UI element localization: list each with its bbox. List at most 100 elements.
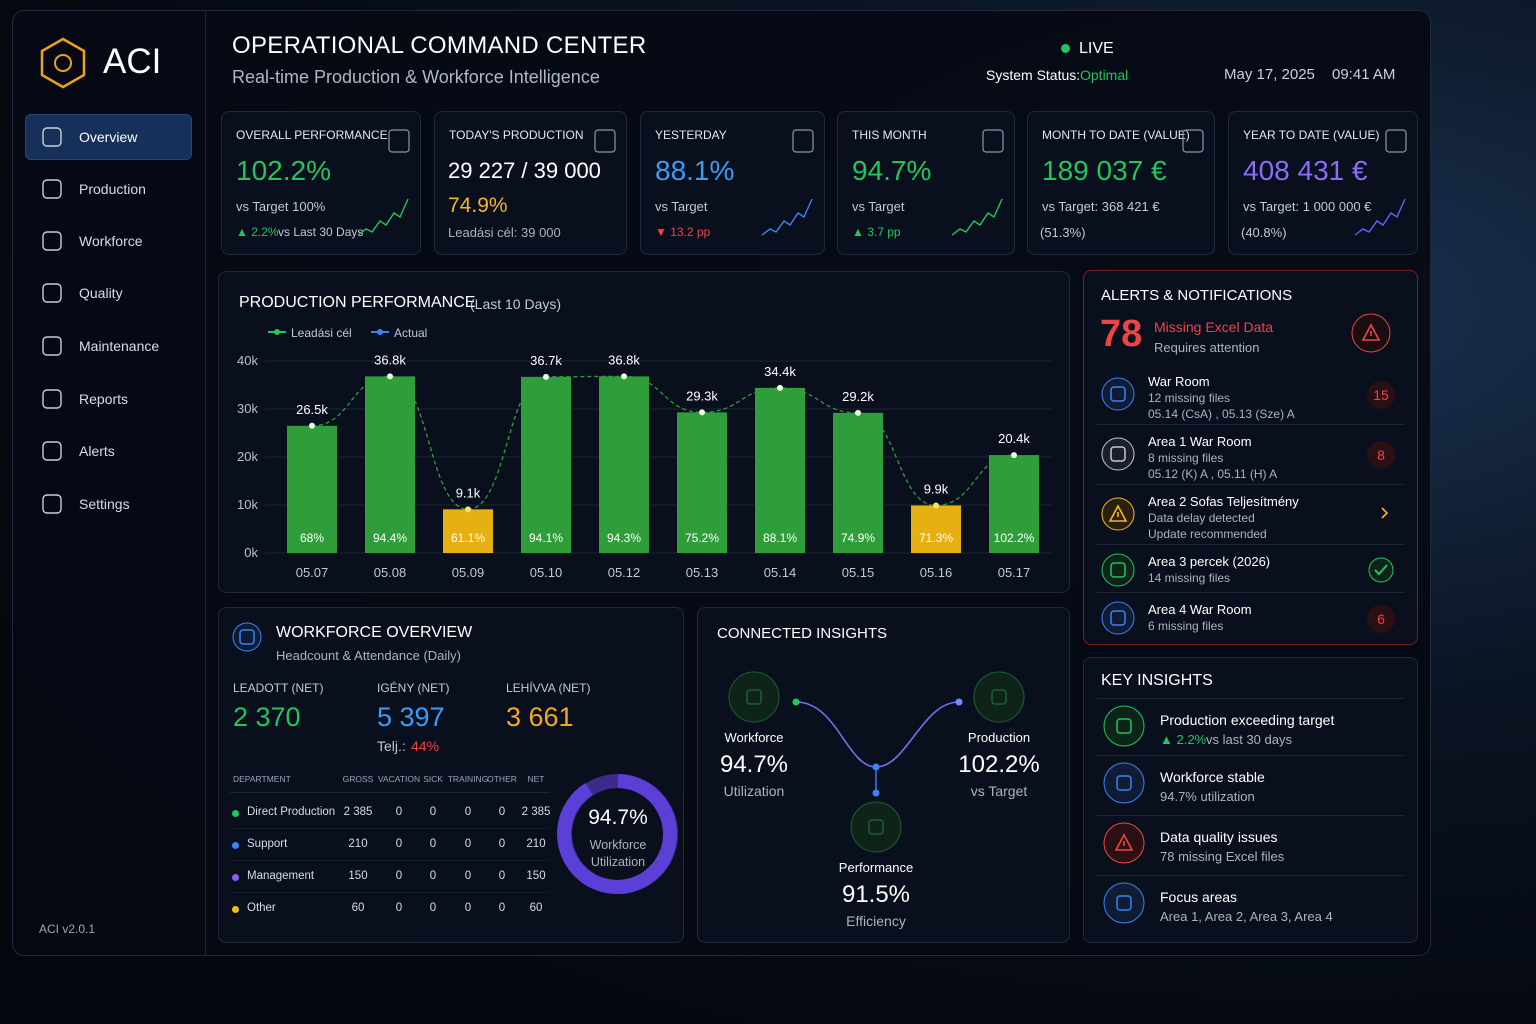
icon (850, 801, 902, 853)
kpi-icon (1182, 129, 1204, 153)
sparkline (761, 198, 813, 236)
insight-sub: Area 1, Area 2, Area 3, Area 4 (1160, 909, 1333, 924)
insight-divider (1097, 755, 1404, 756)
key-insights-title: KEY INSIGHTS (1101, 672, 1213, 689)
icon-circle (728, 671, 780, 723)
icon (1368, 557, 1394, 583)
icon-circle (1101, 437, 1135, 471)
table-cell: Support (247, 838, 288, 850)
logo-icon (40, 37, 86, 89)
nav-icon-shape (42, 441, 62, 461)
nav-item[interactable]: Reports (79, 391, 129, 407)
kpi-value: 408 431 € (1243, 155, 1368, 186)
connector-curve (795, 701, 960, 768)
icon-glyph (1116, 895, 1132, 911)
stat-label: LEHÍVVA (NET) (506, 681, 591, 695)
chart-panel (218, 271, 1070, 593)
table-cell: 2 385 (343, 806, 373, 818)
legend-swatch (371, 329, 389, 335)
icon-glyph (1110, 562, 1126, 578)
alert-badge: 8 (1367, 441, 1395, 469)
icon-circle (1103, 882, 1145, 924)
kpi-delta: ▲ 2.2% (236, 225, 279, 239)
kpi-card (221, 111, 421, 255)
alert-detail: 6 missing files (1148, 619, 1224, 633)
row-divider (230, 828, 550, 829)
kpi-value: 189 037 € (1042, 155, 1167, 186)
sparkline (1354, 198, 1406, 236)
node-sub: Efficiency (846, 913, 906, 929)
kpi-value: 94.7% (852, 155, 932, 186)
insight-title: Workforce stable (1160, 769, 1265, 785)
node-label: Production (967, 730, 1031, 745)
alert-divider (1097, 592, 1404, 593)
nav-icon-shape (42, 389, 62, 409)
icon-glyph (991, 689, 1007, 705)
kpi-note: vs Target: 1 000 000 € (1243, 199, 1372, 214)
nav-icon (42, 441, 62, 461)
gauge (557, 774, 678, 894)
node-sub: vs Target (970, 783, 1028, 799)
nav-item[interactable]: Quality (79, 285, 123, 301)
node-sub: Utilization (723, 783, 785, 799)
legend-label: Leadási cél (291, 326, 352, 340)
alerts-title: ALERTS & NOTIFICATIONS (1101, 287, 1293, 304)
table-header: NET (527, 774, 545, 784)
nav-item[interactable]: Overview (79, 129, 138, 145)
kpi-note: vs Target: 368 421 € (1042, 199, 1160, 214)
icon-circle (1368, 557, 1394, 583)
status-value: Optimal (1080, 67, 1129, 83)
connector-node (792, 698, 800, 706)
sparkline (357, 198, 409, 236)
table-header: TRAINING (447, 774, 489, 784)
nav-icon (42, 389, 62, 409)
kpi-sparkline (357, 198, 409, 236)
alerts-count: 78 (1100, 313, 1143, 355)
insight-divider (1097, 875, 1404, 876)
alert-title: Area 1 War Room (1148, 434, 1252, 449)
icon (1351, 313, 1391, 353)
kpi-icon-shape (982, 129, 1004, 153)
icon-glyph (1110, 610, 1126, 626)
icon-circle (1103, 705, 1145, 747)
nav-item[interactable]: Alerts (79, 443, 115, 459)
gauge-arc (557, 774, 677, 894)
row-dot (232, 810, 239, 817)
nav-icon-shape (42, 494, 62, 514)
icon-circle (850, 801, 902, 853)
alert-title: Area 4 War Room (1148, 602, 1252, 617)
nav-item[interactable]: Production (79, 181, 146, 197)
nav-active-bg (25, 114, 192, 160)
kpi-icon (792, 129, 814, 153)
nav-icon (42, 127, 62, 147)
icon-glyph (239, 629, 255, 645)
nav-item[interactable]: Maintenance (79, 338, 160, 354)
icon-glyph (868, 819, 884, 835)
alert-title: War Room (1148, 374, 1210, 389)
time: 09:41 AM (1332, 66, 1396, 83)
nav-icon (42, 179, 62, 199)
connector-node (872, 763, 880, 771)
nav-icon (42, 231, 62, 251)
nav-item[interactable]: Settings (79, 496, 130, 512)
icon-glyph (1116, 718, 1132, 734)
alerts-headline: Missing Excel Data (1154, 319, 1274, 335)
legend-label: Actual (394, 326, 428, 340)
alert-detail: 8 missing files (1148, 451, 1224, 465)
alert-detail: 14 missing files (1148, 571, 1231, 585)
icon (1101, 377, 1135, 411)
icon-circle (232, 622, 262, 652)
table-cell: Management (247, 870, 315, 882)
brand-logo: ACI (103, 42, 162, 81)
table-cell: 0 (498, 838, 506, 850)
kpi-delta-note: vs Last 30 Days (278, 225, 364, 239)
connector-node (872, 789, 880, 797)
table-cell: 2 385 (521, 806, 551, 818)
nav-item[interactable]: Workforce (79, 233, 143, 249)
row-dot (232, 842, 239, 849)
legend-swatch (268, 329, 286, 335)
kpi-value-secondary: 74.9% (448, 194, 508, 217)
stat-label: LEADOTT (NET) (233, 681, 324, 695)
chart-subtitle: (Last 10 Days) (470, 296, 562, 312)
sparkline (951, 198, 1003, 236)
